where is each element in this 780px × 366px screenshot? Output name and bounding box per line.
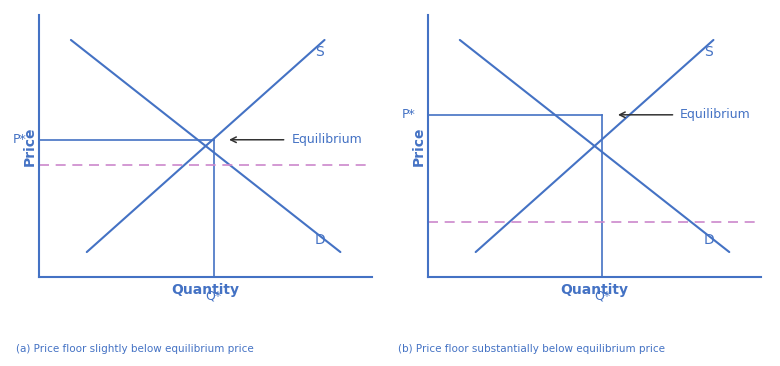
Text: Equilibrium: Equilibrium bbox=[291, 133, 362, 146]
Text: S: S bbox=[315, 45, 324, 59]
Text: Q*: Q* bbox=[205, 290, 222, 302]
Text: P*: P* bbox=[402, 108, 416, 121]
Text: D: D bbox=[315, 232, 326, 247]
Y-axis label: Price: Price bbox=[23, 126, 37, 166]
Text: (a) Price floor slightly below equilibrium price: (a) Price floor slightly below equilibri… bbox=[16, 344, 254, 354]
Text: (b) Price floor substantially below equilibrium price: (b) Price floor substantially below equi… bbox=[398, 344, 665, 354]
X-axis label: Quantity: Quantity bbox=[172, 283, 239, 296]
Y-axis label: Price: Price bbox=[411, 126, 425, 166]
X-axis label: Quantity: Quantity bbox=[561, 283, 629, 296]
Text: P*: P* bbox=[12, 133, 27, 146]
Text: Q*: Q* bbox=[594, 290, 611, 302]
Text: S: S bbox=[704, 45, 713, 59]
Text: Equilibrium: Equilibrium bbox=[680, 108, 751, 121]
Text: D: D bbox=[704, 232, 714, 247]
